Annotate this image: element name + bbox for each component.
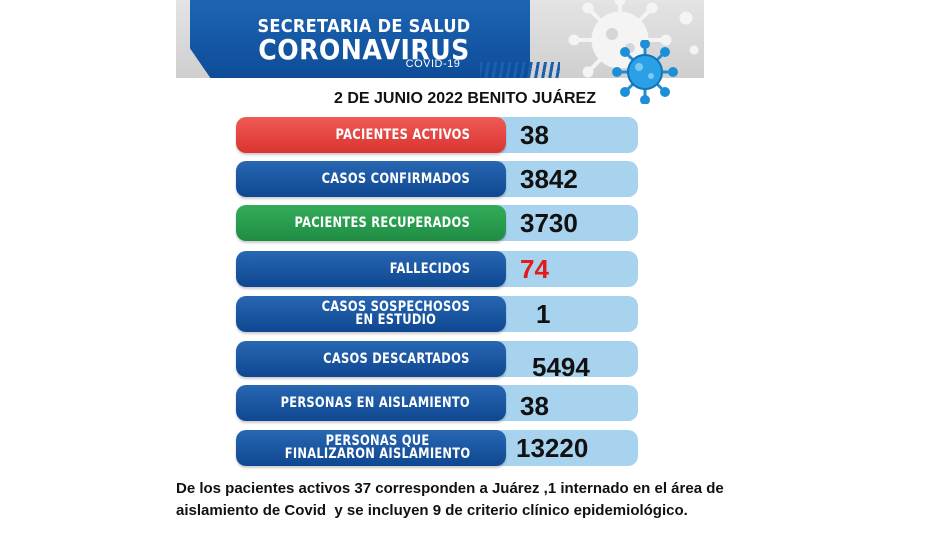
stat-row-finalizaron-aislamiento: PERSONAS QUE FINALIZARON AISLAMIENTO 132… — [236, 430, 638, 466]
header-title-big: CORONAVIRUS — [258, 33, 470, 66]
stat-value: 13220 — [516, 432, 589, 463]
stat-value: 38 — [520, 390, 549, 421]
header-title-small: SECRETARIA DE SALUD — [257, 16, 471, 37]
stat-value: 74 — [520, 253, 549, 284]
virus-icon — [612, 40, 678, 104]
stat-value: 3730 — [520, 207, 578, 238]
stat-row-personas-aislamiento: PERSONAS EN AISLAMIENTO 38 — [236, 385, 638, 421]
stat-label: PACIENTES RECUPERADOS — [236, 205, 506, 241]
stat-label: CASOS CONFIRMADOS — [236, 161, 506, 197]
stat-label: PACIENTES ACTIVOS — [236, 117, 506, 153]
footer-line2: aislamiento de Covid y se incluyen 9 de … — [176, 502, 688, 519]
stat-label: CASOS DESCARTADOS — [236, 341, 506, 377]
stat-label-line1: CASOS SOSPECHOSOS — [321, 299, 470, 315]
footer-note: De los pacientes activos 37 corresponden… — [176, 478, 796, 522]
stat-label: CASOS SOSPECHOSOS EN ESTUDIO — [236, 296, 506, 332]
footer-line1: De los pacientes activos 37 corresponden… — [176, 480, 724, 497]
header-banner — [190, 0, 530, 78]
stat-row-pacientes-activos: PACIENTES ACTIVOS 38 — [236, 117, 638, 153]
header-stripes — [480, 62, 560, 78]
stat-label-line1: PERSONAS QUE — [325, 433, 430, 449]
header-subtitle: COVID-19 — [405, 58, 461, 70]
stat-row-pacientes-recuperados: PACIENTES RECUPERADOS 3730 — [236, 205, 638, 241]
stat-label-line2: FINALIZARON AISLAMIENTO — [284, 446, 470, 462]
stat-row-casos-confirmados: CASOS CONFIRMADOS 3842 — [236, 161, 638, 197]
stat-value: 5494 — [532, 351, 590, 382]
stat-label: PERSONAS EN AISLAMIENTO — [236, 385, 506, 421]
stat-label: FALLECIDOS — [236, 251, 506, 287]
stat-row-casos-sospechosos: CASOS SOSPECHOSOS EN ESTUDIO 1 — [236, 296, 638, 332]
stat-value: 3842 — [520, 163, 578, 194]
stat-value: 1 — [536, 298, 551, 329]
stat-label: PERSONAS QUE FINALIZARON AISLAMIENTO — [236, 430, 506, 466]
stat-row-fallecidos: FALLECIDOS 74 — [236, 251, 638, 287]
stat-value: 38 — [520, 119, 549, 150]
report-date: 2 DE JUNIO 2022 BENITO JUÁREZ — [333, 90, 596, 107]
stat-row-casos-descartados: CASOS DESCARTADOS 5494 — [236, 341, 638, 382]
stat-label-line2: EN ESTUDIO — [355, 312, 437, 328]
